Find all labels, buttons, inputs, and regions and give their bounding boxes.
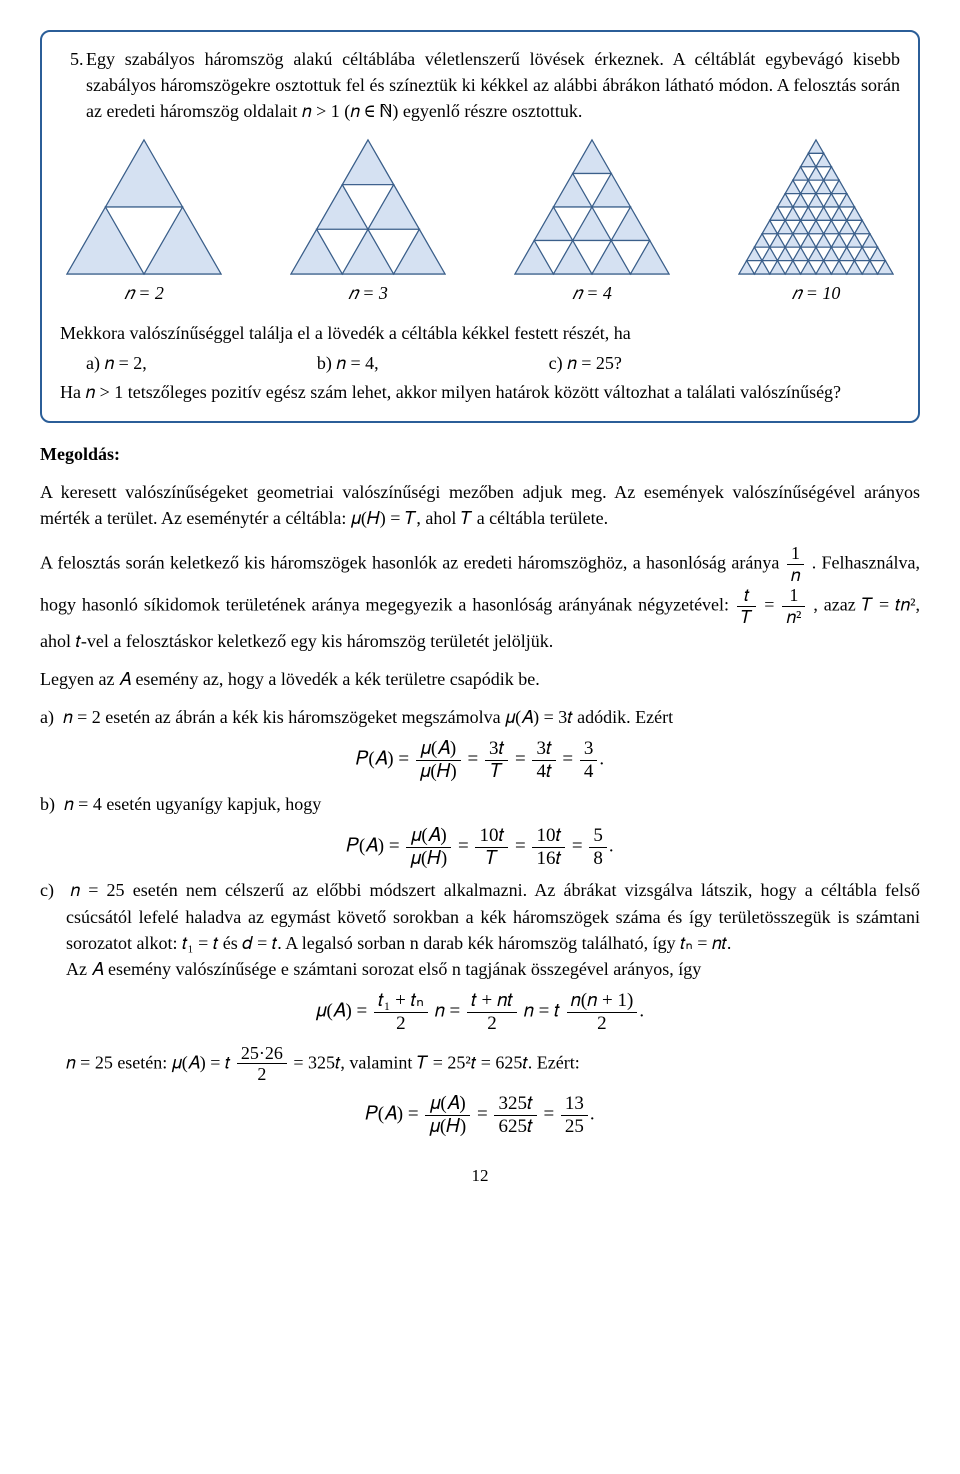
part-c-p3: 𝑛 = 25 esetén: 𝜇(𝐴) = 𝑡 25·262 = 325𝑡, v… bbox=[40, 1043, 920, 1085]
solution-s1: A keresett valószínűségeket geometriai v… bbox=[40, 479, 920, 531]
problem-p2: Ha 𝑛 > 1 tetszőleges pozitív egész szám … bbox=[60, 379, 900, 405]
figure-label: 𝑛 = 3 bbox=[348, 280, 388, 306]
figure-n4: 𝑛 = 4 bbox=[512, 136, 672, 306]
solution-s2a: A felosztás során keletkező kis háromszö… bbox=[40, 552, 785, 572]
eq-c2: 𝑃(𝐴) = 𝜇(𝐴)𝜇(𝐻) = 325𝑡625𝑡 = 1325. bbox=[40, 1093, 920, 1138]
problem-box: 5. Egy szabályos háromszög alakú céltábl… bbox=[40, 30, 920, 423]
question-lead: Mekkora valószínűséggel találja el a löv… bbox=[60, 320, 900, 346]
part-a: a) 𝑛 = 2 esetén az ábrán a kék kis három… bbox=[40, 704, 920, 730]
part-c-p2: Az 𝐴 esemény valószínűsége e számtani so… bbox=[40, 956, 920, 982]
figure-label: 𝑛 = 10 bbox=[792, 280, 841, 306]
solution-s3: Legyen az 𝐴 esemény az, hogy a lövedék a… bbox=[40, 666, 920, 692]
part-b-line: 𝑛 = 4 esetén ugyanígy kapjuk, hogy bbox=[64, 794, 321, 814]
option-a: a) 𝑛 = 2, bbox=[86, 350, 147, 376]
figure-n2: 𝑛 = 2 bbox=[64, 136, 224, 306]
part-a-line: 𝑛 = 2 esetén az ábrán a kék kis háromszö… bbox=[63, 707, 673, 727]
problem-p1: Egy szabályos háromszög alakú céltáblába… bbox=[86, 49, 900, 121]
option-b: b) 𝑛 = 4, bbox=[317, 350, 379, 376]
eq-a: 𝑃(𝐴) = 𝜇(𝐴)𝜇(𝐻) = 3𝑡𝑇 = 3𝑡4𝑡 = 34. bbox=[40, 738, 920, 783]
option-c: c) 𝑛 = 25? bbox=[549, 350, 622, 376]
options-row: a) 𝑛 = 2, b) 𝑛 = 4, c) 𝑛 = 25? bbox=[60, 350, 900, 376]
solution-s2: A felosztás során keletkező kis háromszö… bbox=[40, 543, 920, 654]
problem-number: 5. bbox=[70, 46, 84, 72]
figure-n3: 𝑛 = 3 bbox=[288, 136, 448, 306]
eq-c1: 𝜇(𝐴) = 𝑡₁ + 𝑡ₙ2 𝑛 = 𝑡 + 𝑛𝑡2 𝑛 = 𝑡 𝑛(𝑛 + … bbox=[40, 990, 920, 1035]
part-c-p1: c) 𝑛 = 25 esetén nem célszerű az előbbi … bbox=[40, 877, 920, 955]
figure-row: 𝑛 = 2 bbox=[60, 136, 900, 306]
figure-label: 𝑛 = 2 bbox=[124, 280, 164, 306]
solution-title: Megoldás: bbox=[40, 441, 920, 467]
eq-b: 𝑃(𝐴) = 𝜇(𝐴)𝜇(𝐻) = 10𝑡𝑇 = 10𝑡16𝑡 = 58. bbox=[40, 825, 920, 870]
figure-n10: 𝑛 = 10 bbox=[736, 136, 896, 306]
problem-statement: 5. Egy szabályos háromszög alakú céltábl… bbox=[60, 46, 900, 124]
page-number: 12 bbox=[40, 1164, 920, 1189]
figure-label: 𝑛 = 4 bbox=[572, 280, 612, 306]
part-b: b) 𝑛 = 4 esetén ugyanígy kapjuk, hogy bbox=[40, 791, 920, 817]
